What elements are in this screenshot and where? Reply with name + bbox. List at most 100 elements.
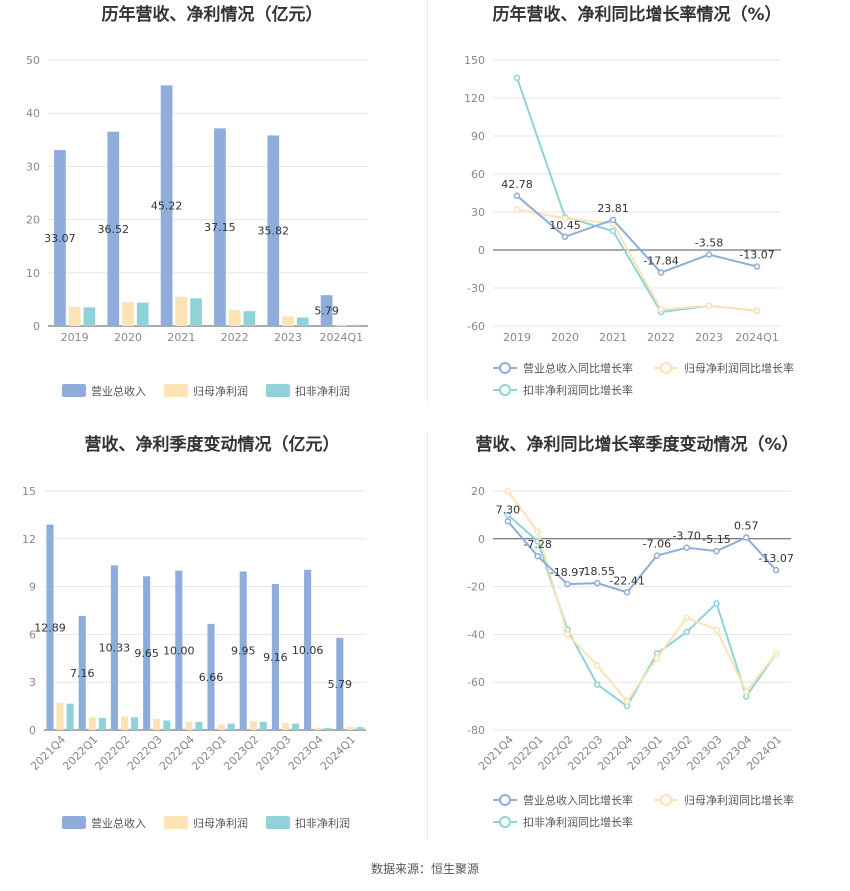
bar-营业总收入 [336, 637, 344, 730]
point-营业总收入同比增长率 [743, 534, 750, 541]
point-归母净利润同比增长率 [772, 650, 780, 657]
data-label: -3.70 [672, 530, 700, 543]
point-归母净利润同比增长率 [594, 662, 601, 669]
bar-营业总收入 [160, 85, 173, 327]
point-营业总收入同比增长率 [657, 269, 665, 276]
y-tick-label: -20 [467, 581, 485, 594]
y-tick-label: 0 [478, 533, 485, 546]
point-扣非净利润同比增长率 [504, 511, 512, 519]
source-footer: 数据来源：恒生聚源 [0, 860, 850, 877]
line-营业总收入同比增长率 [516, 195, 758, 274]
legend-marker [499, 362, 511, 374]
source-name: 恒生聚源 [431, 862, 480, 876]
legend-label: 归母净利润 [193, 384, 248, 398]
point-归母净利润同比增长率 [705, 302, 713, 309]
bar-营业总收入 [107, 131, 120, 326]
data-label: 5.79 [314, 305, 339, 318]
point-营业总收入同比增长率 [594, 579, 601, 587]
point-归母净利润同比增长率 [653, 655, 661, 662]
data-label: 5.79 [328, 678, 353, 691]
bar-营业总收入 [54, 150, 66, 326]
data-label: -7.06 [643, 538, 671, 551]
data-label: -13.07 [739, 249, 774, 262]
line-归母净利润同比增长率 [507, 490, 777, 703]
point-扣非净利润同比增长率 [713, 600, 720, 607]
data-label: 10.00 [163, 644, 195, 657]
x-tick-label: 2024Q1 [320, 331, 364, 344]
data-label: 9.16 [263, 651, 288, 664]
bar-营业总收入 [320, 295, 333, 326]
legend-swatch [164, 816, 188, 829]
data-label: 23.81 [597, 202, 629, 215]
y-tick-label: 15 [22, 485, 36, 498]
point-扣非净利润同比增长率 [609, 227, 617, 235]
bar-营业总收入 [143, 576, 151, 730]
bar-营业总收入 [207, 623, 215, 730]
line-扣非净利润同比增长率 [516, 77, 758, 314]
annual-growth-svg: 历年营收、净利同比增长率情况（%） -60 -30 0 30 60 90 120 150 2019… [464, 4, 794, 397]
data-label: 37.15 [204, 221, 236, 234]
legend-label: 归母净利润同比增长率 [684, 361, 794, 375]
chart-title: 历年营收、净利同比增长率情况（%） [492, 4, 781, 25]
quarterly-values-svg: 营收、净利季度变动情况（亿元）036912152021Q42022Q12022Q… [22, 434, 366, 830]
point-归母净利润同比增长率 [713, 626, 720, 633]
chart-title: 历年营收、净利情况（亿元） [102, 4, 323, 25]
y-tick-label: -40 [467, 628, 485, 641]
data-label: 10.45 [549, 219, 581, 232]
legend-label: 归母净利润同比增长率 [684, 793, 794, 807]
y-tick-label: 0 [29, 724, 36, 737]
bar-扣非净利润 [350, 324, 362, 326]
y-tick-label: 20 [26, 214, 40, 227]
legend-label: 营业总收入 [91, 816, 146, 830]
legend-swatch [266, 384, 290, 397]
data-label: 42.78 [501, 178, 533, 191]
point-营业总收入同比增长率 [713, 547, 720, 555]
legend-marker [660, 362, 672, 374]
x-tick-label: 2020 [551, 331, 579, 344]
y-tick-label: 150 [464, 54, 485, 67]
y-tick-label: -60 [467, 320, 485, 333]
y-tick-label: 30 [471, 206, 485, 219]
bar-营业总收入 [271, 584, 279, 730]
bar-归母净利润 [185, 722, 193, 730]
bar-扣非净利润 [356, 727, 364, 730]
y-tick-label: 120 [464, 92, 485, 105]
legend-swatch [62, 816, 86, 829]
point-营业总收入同比增长率 [609, 216, 617, 224]
point-归母净利润同比增长率 [561, 215, 569, 222]
x-tick-label: 2021 [599, 331, 627, 344]
bar-扣非净利润 [227, 723, 235, 730]
y-tick-label: 60 [471, 168, 485, 181]
line-营业总收入同比增长率 [507, 520, 777, 594]
bar-归母净利润 [249, 721, 257, 730]
x-tick-label: 2019 [503, 331, 531, 344]
quarterly-growth-svg: 营收、净利同比增长率季度变动情况（%）-80-60-40-200202021Q4… [467, 434, 798, 829]
annual-growth-chart: 历年营收、净利同比增长率情况（%） -60 -30 0 30 60 90 120 150 2019… [425, 0, 850, 425]
bar-扣非净利润 [190, 298, 202, 326]
y-tick-label: 90 [471, 130, 485, 143]
data-label: 9.65 [134, 647, 159, 660]
point-营业总收入同比增长率 [753, 263, 761, 270]
point-扣非净利润同比增长率 [594, 681, 601, 688]
bar-归母净利润 [120, 716, 129, 730]
y-tick-label: 0 [33, 320, 40, 333]
bar-归母净利润 [281, 722, 290, 730]
bar-归母净利润 [153, 718, 161, 730]
bar-归母净利润 [228, 310, 241, 326]
point-归母净利润同比增长率 [534, 528, 541, 535]
bar-扣非净利润 [83, 307, 96, 326]
x-tick-label: 2022 [221, 331, 249, 344]
bar-扣非净利润 [136, 302, 149, 326]
data-label: 10.33 [99, 642, 131, 655]
source-label: 数据来源： [370, 862, 431, 876]
y-tick-label: -30 [467, 282, 485, 295]
data-label: -7.28 [523, 538, 551, 551]
y-tick-label: 0 [478, 244, 485, 257]
data-label: -5.15 [702, 533, 730, 546]
data-label: -13.07 [758, 552, 793, 565]
y-tick-label: 30 [26, 160, 40, 173]
quarterly-growth-chart: 营收、净利同比增长率季度变动情况（%） -80 -60 -40 -20 0 20 2021Q4… [425, 430, 850, 855]
legend-swatch [266, 816, 290, 829]
bar-归母净利润 [68, 306, 81, 326]
bar-扣非净利润 [296, 317, 309, 326]
